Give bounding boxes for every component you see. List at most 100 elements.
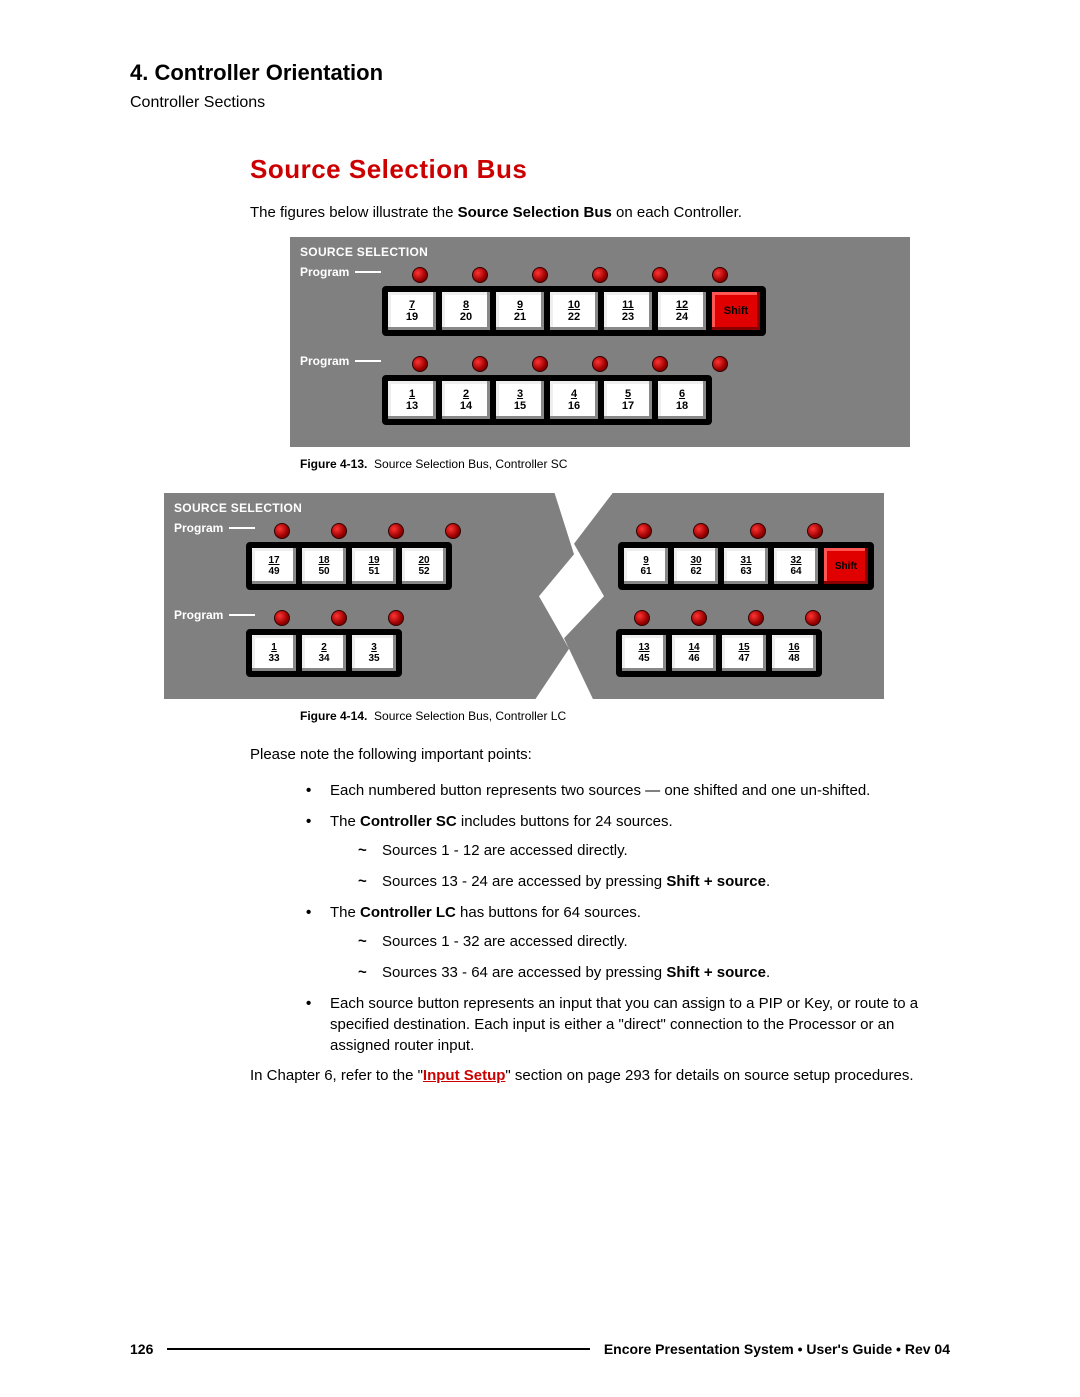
led-indicator (636, 523, 652, 539)
source-button-21[interactable]: 921 (495, 291, 545, 331)
led-indicator (532, 267, 548, 283)
page-footer: 126 Encore Presentation System • User's … (130, 1341, 950, 1357)
sc-row1: Program 719820921102211231224Shift (300, 265, 900, 336)
source-button-50[interactable]: 1850 (301, 547, 347, 585)
sub-bullet-item: Sources 1 - 12 are accessed directly. (358, 840, 950, 861)
lc-row1-strip-right: 961306231633264Shift (618, 542, 874, 590)
led-indicator (274, 610, 290, 626)
led-indicator (412, 267, 428, 283)
shift-button[interactable]: Shift (711, 291, 761, 331)
led-indicator (691, 610, 707, 626)
led-indicator (331, 610, 347, 626)
source-button-45[interactable]: 1345 (621, 634, 667, 672)
footer-text: Encore Presentation System • User's Guid… (604, 1341, 950, 1357)
led-indicator (388, 523, 404, 539)
bullet-item: The Controller SC includes buttons for 2… (306, 811, 950, 892)
led-indicator (592, 356, 608, 372)
sub-bullet-item: Sources 33 - 64 are accessed by pressing… (358, 962, 950, 983)
figure-13-caption: Figure 4-13. Source Selection Bus, Contr… (300, 457, 950, 471)
sc-row1-strip: 719820921102211231224Shift (382, 286, 766, 336)
led-indicator (592, 267, 608, 283)
panel-sc: SOURCE SELECTION Program 719820921102211… (290, 237, 910, 447)
sc-row2-strip: 113214315416517618 (382, 375, 712, 425)
source-button-63[interactable]: 3163 (723, 547, 769, 585)
sc-row1-leds (412, 267, 900, 283)
program-line-icon (355, 271, 381, 273)
source-button-33[interactable]: 133 (251, 634, 297, 672)
shift-button[interactable]: Shift (823, 547, 869, 585)
page-number: 126 (130, 1341, 153, 1357)
program-label: Program (300, 354, 349, 368)
lc-row2: Program 133234335 1345144615471648 (174, 608, 874, 677)
source-button-24[interactable]: 1224 (657, 291, 707, 331)
program-line-icon (229, 527, 255, 529)
led-indicator (805, 610, 821, 626)
led-indicator (634, 610, 650, 626)
program-label: Program (300, 265, 349, 279)
lc-row1: Program 1749185019512052 961306231633264… (174, 521, 874, 590)
led-indicator (652, 267, 668, 283)
source-button-13[interactable]: 113 (387, 380, 437, 420)
source-button-35[interactable]: 335 (351, 634, 397, 672)
lc-row2-leds-right (634, 610, 822, 626)
sub-bullet-item: Sources 1 - 32 are accessed directly. (358, 931, 950, 952)
panel-lc-title: SOURCE SELECTION (174, 501, 874, 515)
source-button-15[interactable]: 315 (495, 380, 545, 420)
led-indicator (274, 523, 290, 539)
sc-row2-leds (412, 356, 900, 372)
source-button-18[interactable]: 618 (657, 380, 707, 420)
lc-row2-strip-left: 133234335 (246, 629, 402, 677)
lc-row1-leds-left (274, 523, 461, 539)
notes-intro: Please note the following important poin… (250, 745, 950, 765)
source-button-47[interactable]: 1547 (721, 634, 767, 672)
led-indicator (750, 523, 766, 539)
source-button-34[interactable]: 234 (301, 634, 347, 672)
source-button-48[interactable]: 1648 (771, 634, 817, 672)
led-indicator (712, 267, 728, 283)
intro-text: The figures below illustrate the Source … (250, 203, 950, 223)
program-label: Program (174, 521, 223, 535)
program-line-icon (229, 614, 255, 616)
source-button-23[interactable]: 1123 (603, 291, 653, 331)
panel-lc: SOURCE SELECTION Program 174918501951205… (164, 493, 884, 699)
source-button-46[interactable]: 1446 (671, 634, 717, 672)
input-setup-link[interactable]: Input Setup (423, 1067, 506, 1084)
source-button-19[interactable]: 719 (387, 291, 437, 331)
lc-row1-leds-right (636, 523, 874, 539)
source-button-17[interactable]: 517 (603, 380, 653, 420)
source-button-20[interactable]: 820 (441, 291, 491, 331)
led-indicator (807, 523, 823, 539)
led-indicator (331, 523, 347, 539)
source-button-52[interactable]: 2052 (401, 547, 447, 585)
chapter-title: 4. Controller Orientation (130, 60, 950, 86)
panel-sc-title: SOURCE SELECTION (300, 245, 900, 259)
source-button-64[interactable]: 3264 (773, 547, 819, 585)
source-button-22[interactable]: 1022 (549, 291, 599, 331)
source-button-14[interactable]: 214 (441, 380, 491, 420)
figure-14-caption: Figure 4-14. Source Selection Bus, Contr… (300, 709, 950, 723)
led-indicator (712, 356, 728, 372)
led-indicator (388, 610, 404, 626)
led-indicator (472, 267, 488, 283)
source-button-62[interactable]: 3062 (673, 547, 719, 585)
led-indicator (652, 356, 668, 372)
source-button-49[interactable]: 1749 (251, 547, 297, 585)
led-indicator (693, 523, 709, 539)
led-indicator (445, 523, 461, 539)
source-button-51[interactable]: 1951 (351, 547, 397, 585)
sc-row2: Program 113214315416517618 (300, 354, 900, 425)
led-indicator (472, 356, 488, 372)
lc-row1-strip-left: 1749185019512052 (246, 542, 452, 590)
section-heading: Source Selection Bus (250, 154, 950, 185)
panel-lc-wrap: SOURCE SELECTION Program 174918501951205… (130, 493, 950, 699)
source-button-61[interactable]: 961 (623, 547, 669, 585)
bullet-item: The Controller LC has buttons for 64 sou… (306, 902, 950, 983)
closing-text: In Chapter 6, refer to the "Input Setup"… (250, 1066, 950, 1086)
program-line-icon (355, 360, 381, 362)
led-indicator (748, 610, 764, 626)
bullet-item: Each source button represents an input t… (306, 993, 950, 1056)
source-button-16[interactable]: 416 (549, 380, 599, 420)
bullet-list: Each numbered button represents two sour… (306, 780, 950, 1056)
bullet-item: Each numbered button represents two sour… (306, 780, 950, 801)
led-indicator (412, 356, 428, 372)
